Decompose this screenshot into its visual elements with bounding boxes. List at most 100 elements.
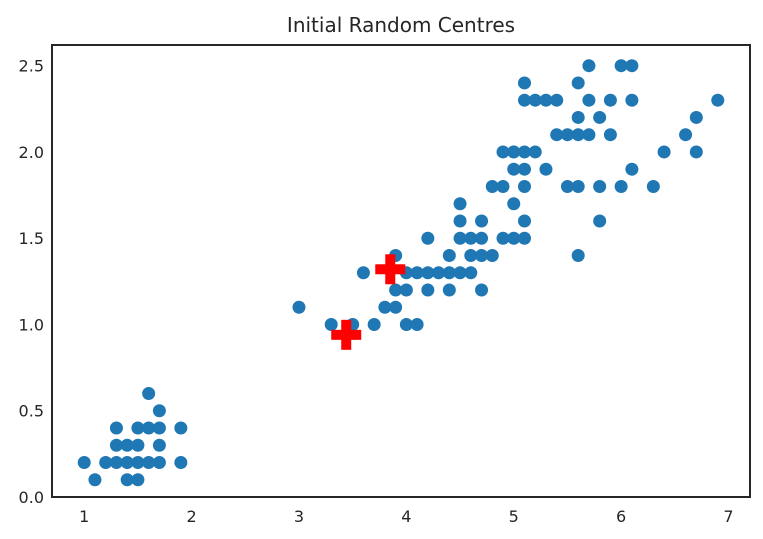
data-point [389,300,403,314]
data-point [120,456,134,469]
centre-marker [331,319,362,350]
data-point [614,179,628,193]
x-tick-label: 3 [294,507,304,526]
data-point [571,179,585,193]
data-point [464,231,478,245]
data-point [711,93,725,107]
data-point [507,197,521,211]
data-point [539,93,553,107]
data-point [582,93,596,107]
data-point [120,438,134,452]
data-point [475,248,489,262]
data-point [528,145,542,159]
data-point [689,110,703,124]
data-point [464,266,478,280]
data-point [603,93,617,107]
data-point [131,438,145,452]
data-point [582,128,596,142]
data-point [410,266,424,280]
data-point [410,317,424,331]
data-point [582,59,596,73]
centre-marker [375,254,406,285]
data-point [174,421,188,435]
data-point [131,456,145,469]
data-point [453,266,467,280]
data-point [152,404,166,418]
data-point [550,93,564,107]
y-tick-label: 2.0 [19,143,44,162]
data-point [689,145,703,159]
x-tick-label: 4 [401,507,411,526]
plot-frame [51,44,751,498]
data-point [507,145,521,159]
x-tick-label: 1 [79,507,89,526]
data-point [539,162,553,176]
data-point [475,214,489,228]
y-tick-label: 2.5 [19,57,44,76]
data-point [475,283,489,297]
data-point [432,266,446,280]
data-point [496,179,510,193]
data-point [593,110,607,124]
data-point [142,456,156,469]
data-point [453,231,467,245]
points-layer [77,59,725,487]
data-point [109,438,123,452]
data-point [625,93,639,107]
data-point [442,266,456,280]
centres-layer [331,254,406,350]
x-tick-label: 7 [723,507,733,526]
data-point [131,421,145,435]
data-point [517,179,531,193]
data-point [485,248,499,262]
data-point [399,283,413,297]
data-point [571,248,585,262]
y-tick-label: 0.0 [19,488,44,507]
data-point [528,93,542,107]
data-point [292,300,306,314]
data-point [142,421,156,435]
data-point [421,231,435,245]
data-point [399,317,413,331]
data-point [657,145,671,159]
x-tick-label: 5 [509,507,519,526]
data-point [625,162,639,176]
data-point [453,214,467,228]
x-axis-ticks: 1 2 3 4 5 6 7 [79,507,733,526]
y-axis-ticks: 0.0 0.5 1.0 1.5 2.0 2.5 [19,57,44,507]
data-point [442,248,456,262]
data-point [324,317,338,331]
data-point [367,317,381,331]
data-point [517,214,531,228]
y-tick-label: 0.5 [19,402,44,421]
data-point [109,456,123,469]
data-point [421,283,435,297]
x-tick-label: 2 [187,507,197,526]
data-point [142,386,156,400]
data-point [507,162,521,176]
data-point [593,214,607,228]
data-point [152,438,166,452]
data-point [603,128,617,142]
data-point [485,179,499,193]
data-point [475,231,489,245]
data-point [464,248,478,262]
data-point [517,162,531,176]
data-point [517,145,531,159]
data-point [152,421,166,435]
data-point [571,128,585,142]
data-point [560,179,574,193]
data-point [571,76,585,90]
data-point [77,456,91,469]
data-point [442,283,456,297]
data-point [99,456,113,469]
data-point [646,179,660,193]
data-point [453,197,467,211]
data-point [593,179,607,193]
data-point [517,231,531,245]
data-point [614,59,628,73]
chart-title: Initial Random Centres [287,13,515,37]
data-point [517,93,531,107]
x-tick-label: 6 [616,507,626,526]
data-point [496,145,510,159]
